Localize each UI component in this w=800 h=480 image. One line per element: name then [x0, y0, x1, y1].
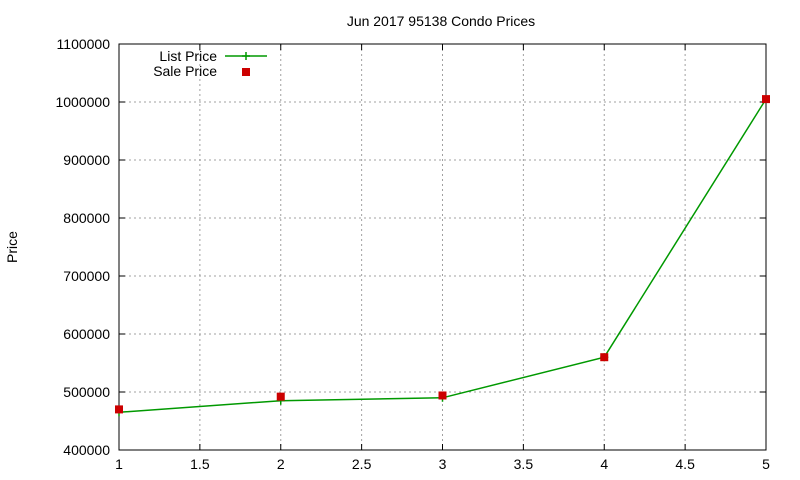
legend-marker-sale-price [242, 68, 250, 76]
x-tick-label: 5 [762, 456, 770, 472]
y-tick-label: 1100000 [57, 36, 111, 52]
x-tick-label: 1.5 [190, 456, 210, 472]
sale-price-point [276, 392, 285, 401]
y-tick-label: 900000 [63, 152, 110, 168]
legend-label-list-price: List Price [159, 48, 217, 64]
sale-price-point [762, 95, 770, 104]
x-tick-label: 1 [115, 456, 123, 472]
sale-price-point [115, 405, 123, 414]
y-tick-label: 600000 [63, 326, 110, 342]
x-tick-label: 4.5 [675, 456, 695, 472]
legend-label-sale-price: Sale Price [153, 63, 217, 79]
x-tick-label: 2 [277, 456, 285, 472]
tick-layer: 1 1.5 2 2.5 3 3.5 4 4.5 5 400000 500000 600000 70000… [55, 36, 770, 472]
y-axis-label: Price [4, 231, 20, 263]
sale-price-point [600, 353, 609, 362]
legend: List Price Sale Price [153, 48, 267, 79]
grid-layer [119, 44, 766, 450]
y-tick-label: 400000 [63, 442, 110, 458]
x-tick-label: 4 [600, 456, 608, 472]
series-layer [115, 95, 770, 417]
y-tick-label: 1000000 [55, 94, 110, 110]
x-tick-label: 2.5 [352, 456, 372, 472]
legend-marker-list-price [242, 52, 250, 60]
sale-price-point [438, 391, 447, 400]
x-tick-label: 3 [439, 456, 447, 472]
y-tick-label: 700000 [63, 268, 110, 284]
y-tick-label: 800000 [63, 210, 110, 226]
x-tick-label: 3.5 [514, 456, 534, 472]
y-tick-label: 500000 [63, 384, 110, 400]
chart-title: Jun 2017 95138 Condo Prices [347, 13, 535, 29]
